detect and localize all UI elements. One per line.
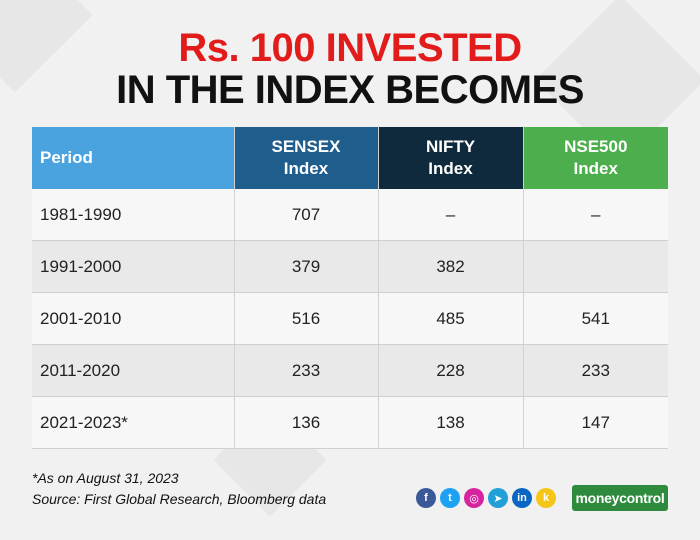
nse500-cell: 233 <box>522 344 668 397</box>
nse500-cell: 147 <box>522 396 668 449</box>
header-nifty-line1: NIFTY <box>425 137 476 156</box>
footnote-source: Source: First Global Research, Bloomberg… <box>32 491 327 507</box>
nifty-cell: 228 <box>377 344 523 397</box>
period-cell: 2011-2020 <box>32 344 234 397</box>
header-sensex: SENSEX Index <box>233 127 378 189</box>
nifty-cell: 382 <box>377 240 523 293</box>
sensex-cell: 707 <box>233 189 378 241</box>
period-cell: 1991-2000 <box>32 240 234 293</box>
period-cell: 2001-2010 <box>32 292 234 345</box>
returns-table: Period SENSEX Index NIFTY Index NSE500 I… <box>32 127 668 449</box>
nse500-cell: 541 <box>522 292 668 345</box>
table-row: 2021-2023* 136 138 147 <box>32 396 668 449</box>
twitter-icon[interactable]: t <box>440 488 460 508</box>
table-row: 1981-1990 707 – – <box>32 189 668 241</box>
nifty-cell: – <box>377 189 523 241</box>
footnote-date: *As on August 31, 2023 <box>32 470 179 486</box>
header-sensex-line2: Index <box>283 159 329 178</box>
table-row: 2001-2010 516 485 541 <box>32 292 668 345</box>
sensex-cell: 516 <box>233 292 378 345</box>
header-sensex-line1: SENSEX <box>271 137 341 156</box>
sensex-cell: 379 <box>233 240 378 293</box>
nse500-cell <box>522 240 668 293</box>
telegram-icon[interactable]: ➤ <box>488 488 508 508</box>
sensex-cell: 233 <box>233 344 378 397</box>
instagram-icon[interactable]: ◎ <box>464 488 484 508</box>
nse500-cell: – <box>522 189 668 241</box>
facebook-icon[interactable]: f <box>416 488 436 508</box>
table-row: 1991-2000 379 382 <box>32 240 668 293</box>
period-cell: 1981-1990 <box>32 189 234 241</box>
header-nse500-line2: Index <box>573 159 618 178</box>
title-line-1: Rs. 100 INVESTED <box>178 26 522 70</box>
table-row: 2011-2020 233 228 233 <box>32 344 668 397</box>
header-nifty-line2: Index <box>428 159 473 178</box>
nifty-cell: 138 <box>377 396 523 449</box>
table-header-row: Period SENSEX Index NIFTY Index NSE500 I… <box>32 127 668 189</box>
header-period: Period <box>32 127 234 189</box>
moneycontrol-logo[interactable]: moneycontrol <box>572 485 668 511</box>
period-cell: 2021-2023* <box>32 396 234 449</box>
sensex-cell: 136 <box>233 396 378 449</box>
koo-icon[interactable]: k <box>536 488 556 508</box>
linkedin-icon[interactable]: in <box>512 488 532 508</box>
header-nifty: NIFTY Index <box>377 127 523 189</box>
header-nse500-line1: NSE500 <box>564 137 628 156</box>
nifty-cell: 485 <box>377 292 523 345</box>
header-nse500: NSE500 Index <box>522 127 668 189</box>
social-icons: f t ◎ ➤ in k <box>416 488 556 508</box>
title-line-2: IN THE INDEX BECOMES <box>116 68 584 112</box>
